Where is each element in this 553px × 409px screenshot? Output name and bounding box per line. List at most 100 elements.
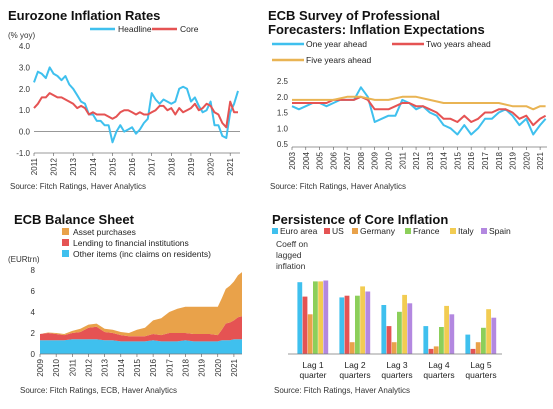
chart2-xlabel-2010: 2010: [384, 151, 393, 169]
chart2-xlabel-2021: 2021: [536, 151, 545, 169]
chart1-legend-label-headline: Headline: [118, 24, 152, 34]
chart1-xlabel-2014: 2014: [89, 157, 98, 175]
chart2-xlabel-2003: 2003: [288, 151, 297, 169]
chart2-xlabel-2014: 2014: [440, 151, 449, 169]
chart1-ylabel-1.0: 1.0: [19, 106, 31, 115]
chart3-legend-swatch-lending: [62, 239, 69, 246]
chart1-xlabel-2011: 2011: [30, 157, 39, 175]
chart4-category-label-4-2: quarters: [423, 370, 454, 380]
chart1-xlabel-2013: 2013: [69, 157, 78, 175]
chart1-source: Source: Fitch Ratings, Haver Analytics: [10, 182, 147, 191]
chart3-xlabel-2016: 2016: [149, 358, 158, 376]
chart4-bar-germany-lag2: [349, 342, 355, 354]
chart4-bar-italy-lag5: [486, 309, 491, 354]
chart1-title: Eurozone Inflation Rates: [8, 8, 161, 23]
chart1-xlabel-2018: 2018: [167, 157, 176, 175]
chart2-xlabel-2011: 2011: [398, 151, 407, 169]
chart3-xlabel-2014: 2014: [117, 358, 126, 376]
chart2-xlabel-2005: 2005: [316, 151, 325, 169]
chart3-xlabel-2015: 2015: [133, 358, 142, 376]
chart2-xlabel-2018: 2018: [495, 151, 504, 169]
chart4-bar-germany-lag4: [433, 346, 439, 354]
chart4-legend-swatch-italy: [450, 228, 456, 234]
chart4-legend-label-italy: Italy: [458, 226, 474, 236]
chart1-xlabel-2012: 2012: [50, 157, 59, 175]
chart1-xlabel-2020: 2020: [207, 157, 216, 175]
chart2-xlabel-2017: 2017: [481, 151, 490, 169]
chart2-ylabel-1.5: 1.5: [277, 109, 289, 118]
chart4-legend-label-euro-area: Euro area: [280, 226, 318, 236]
chart2-xlabel-2008: 2008: [357, 151, 366, 169]
chart2-xlabel-2015: 2015: [453, 151, 462, 169]
chart2-ylabel-2.0: 2.0: [277, 93, 289, 102]
chart2-xlabel-2019: 2019: [509, 151, 518, 169]
chart2-xlabel-2016: 2016: [467, 151, 476, 169]
chart3-ylabel-8: 8: [31, 266, 36, 275]
chart2-xlabel-2006: 2006: [329, 151, 338, 169]
chart4-bar-italy-lag3: [402, 294, 407, 354]
chart2-title-line1: ECB Survey of Professional: [268, 8, 440, 23]
chart4-category-label-1-1: Lag 1: [302, 360, 324, 370]
chart4-bar-us-lag1: [302, 296, 308, 354]
chart4-bar-france-lag3: [397, 311, 402, 354]
chart1-ylabel-3.0: 3.0: [19, 63, 31, 72]
chart2-ylabel-0.5: 0.5: [277, 140, 289, 149]
chart4-bar-spain-lag2: [365, 291, 371, 354]
chart4-category-label-4-1: Lag 4: [428, 360, 450, 370]
chart3-xlabel-2019: 2019: [198, 358, 207, 376]
chart4-legend-swatch-germany: [352, 228, 358, 234]
chart4-bar-spain-lag4: [449, 314, 455, 354]
chart2-ylabel-2.5: 2.5: [277, 77, 289, 86]
chart3-legend-swatch-other: [62, 250, 69, 257]
chart1-xlabel-2021: 2021: [226, 157, 235, 175]
chart1-ylabel-2.0: 2.0: [19, 85, 31, 94]
chart4-bar-spain-lag5: [491, 317, 497, 354]
chart4-bar-italy-lag1: [318, 281, 323, 354]
chart3-ylabel-4: 4: [31, 308, 36, 317]
chart4-category-label-2-2: quarters: [339, 370, 370, 380]
chart4-bar-france-lag2: [355, 295, 360, 354]
chart3-xlabel-2017: 2017: [165, 358, 174, 376]
inflation-rates-chart: (% yoy) -1.0 0.0 1.0 2.0 3.0 4.0 2011 2012 2013 20…: [8, 24, 240, 176]
chart4-bar-us-lag3: [386, 326, 392, 354]
chart2-legend-label-two-years-ahead: Two years ahead: [426, 39, 491, 49]
chart4-bar-france-lag4: [439, 327, 444, 354]
chart3-source: Source: Fitch Ratings, ECB, Haver Analyt…: [20, 386, 177, 395]
chart4-legend-swatch-euro-area: [272, 228, 278, 234]
chart3-xlabel-2020: 2020: [214, 358, 223, 376]
chart3-ylabel: (EURtrn): [8, 255, 40, 264]
chart2-title-line2: Forecasters: Inflation Expectations: [268, 22, 485, 37]
chart2-legend-label-five-years-ahead: Five years ahead: [306, 55, 371, 65]
chart4-ylabel-line-3: inflation: [276, 261, 306, 271]
chart1-ylabel-4.0: 4.0: [19, 42, 31, 51]
chart3-ylabel-6: 6: [31, 287, 36, 296]
chart1-xlabel-2017: 2017: [148, 157, 157, 175]
chart4-category-label-3-1: Lag 3: [386, 360, 408, 370]
chart3-area-lending: [40, 316, 242, 342]
chart3-legend-label-lending: Lending to financial institutions: [73, 238, 189, 248]
chart4-bar-euro-area-lag3: [381, 305, 387, 354]
chart4-bar-spain-lag3: [407, 303, 413, 354]
chart2-xlabel-2013: 2013: [426, 151, 435, 169]
chart1-series-headline: [33, 66, 239, 144]
chart2-legend-label-one-year-ahead: One year ahead: [306, 39, 367, 49]
chart4-source: Source: Fitch Ratings, Haver Analytics: [274, 386, 411, 395]
chart3-title: ECB Balance Sheet: [14, 212, 134, 227]
chart1-legend-label-core: Core: [180, 24, 199, 34]
chart3-area-other: [40, 339, 242, 354]
chart3-xlabel-2009: 2009: [36, 358, 45, 376]
chart4-bar-euro-area-lag4: [423, 326, 429, 354]
chart1-ylabel-0.0: 0.0: [19, 128, 31, 137]
chart4-category-label-2-1: Lag 2: [344, 360, 366, 370]
chart4-bar-euro-area-lag5: [465, 334, 471, 354]
chart3-xlabel-2010: 2010: [52, 358, 61, 376]
chart4-bar-france-lag1: [313, 281, 318, 354]
chart4-title: Persistence of Core Inflation: [272, 212, 449, 227]
chart4-bar-italy-lag4: [444, 305, 449, 354]
chart4-bar-euro-area-lag2: [339, 297, 345, 354]
chart2-xlabel-2012: 2012: [412, 151, 421, 169]
chart3-xlabel-2011: 2011: [68, 358, 77, 376]
chart2-xlabel-2009: 2009: [371, 151, 380, 169]
chart4-legend-label-germany: Germany: [360, 226, 396, 236]
chart4-bar-spain-lag1: [323, 280, 329, 354]
